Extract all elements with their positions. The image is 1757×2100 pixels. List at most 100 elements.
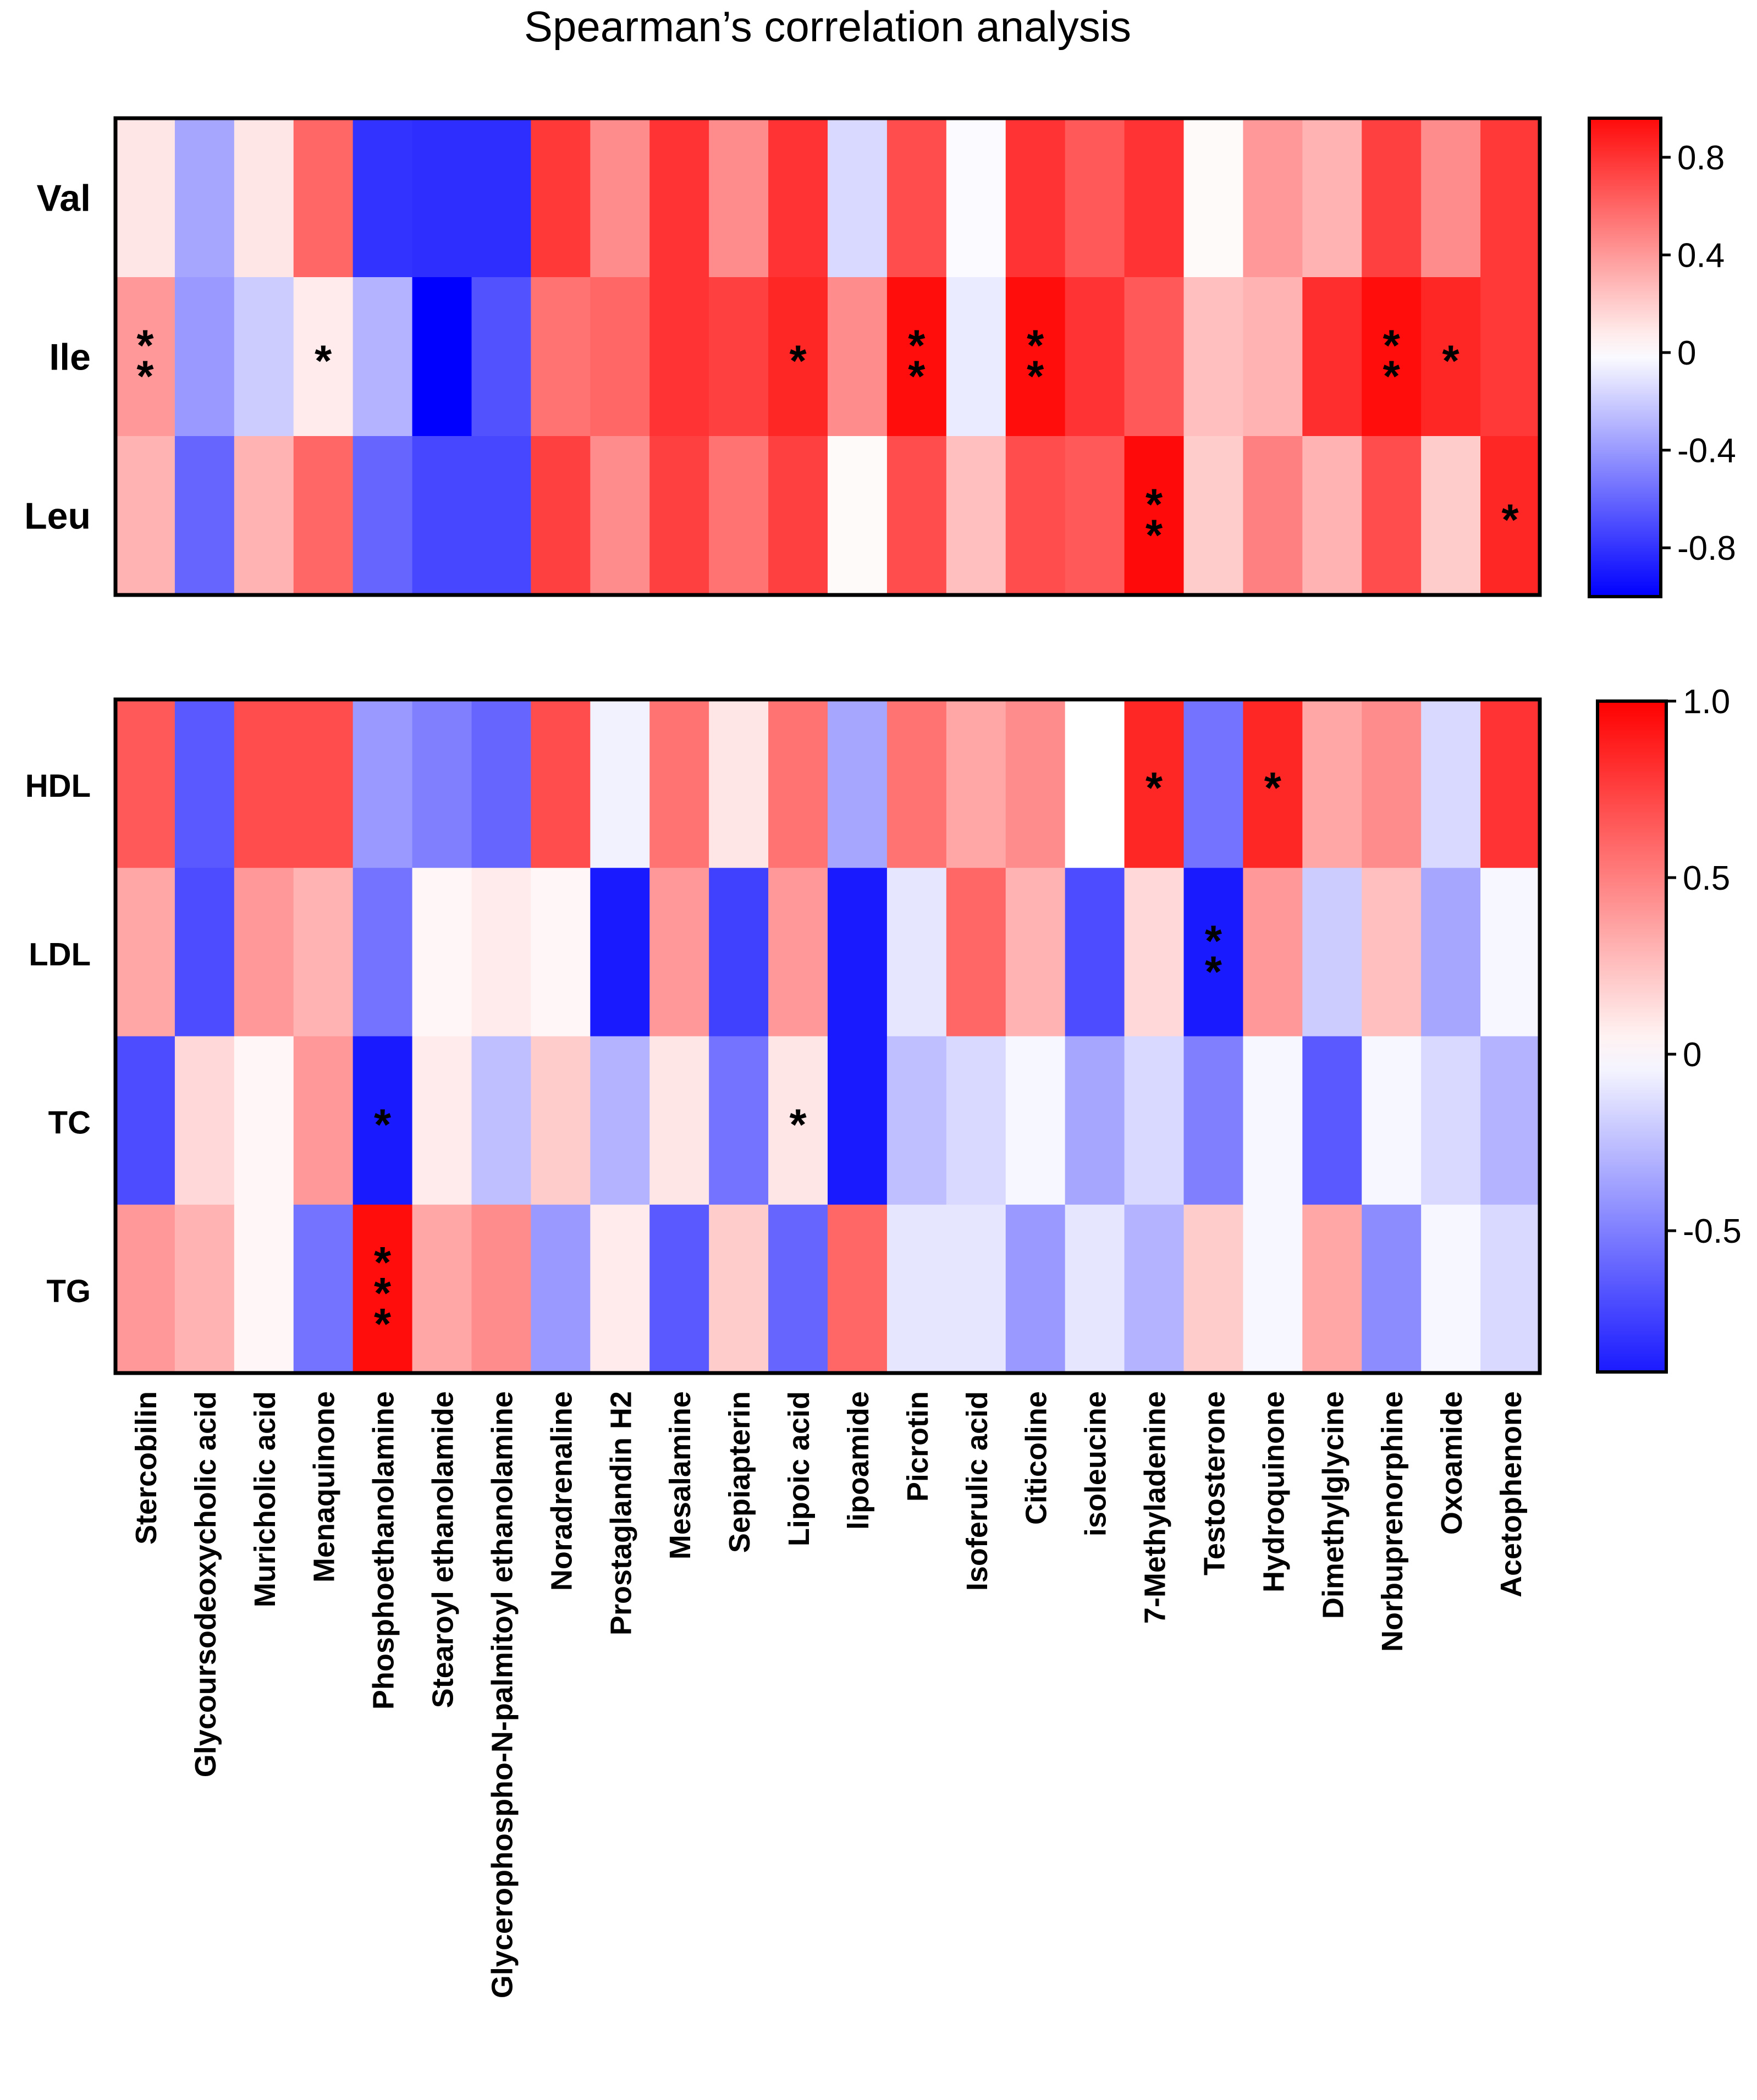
- cell-ldl-9: [649, 868, 709, 1037]
- cell-leu-11: [768, 436, 828, 596]
- cell-hdl-16: [1065, 699, 1125, 868]
- cell-ldl-6: [471, 868, 532, 1037]
- heatmap-border: [113, 697, 1542, 1375]
- x-tick-label: Dimethylglycine: [1317, 1391, 1350, 1619]
- cell-leu-20: [1302, 436, 1362, 596]
- cell-val-3: [293, 118, 354, 278]
- x-tick-label: Picrotin: [901, 1391, 934, 1502]
- cell-leu-8: [590, 436, 650, 596]
- cell-ile-21: [1362, 277, 1422, 437]
- cell-leu-6: [471, 436, 532, 596]
- cell-ldl-8: [590, 868, 650, 1037]
- cell-hdl-22: [1421, 699, 1481, 868]
- cell-ldl-11: [768, 868, 828, 1037]
- x-tick-label: Menaquinone: [308, 1391, 341, 1583]
- cell-tc-16: [1065, 1036, 1125, 1205]
- cell-ldl-10: [709, 868, 769, 1037]
- cell-val-16: [1065, 118, 1125, 278]
- x-tick-label: lipoamide: [842, 1391, 875, 1530]
- cell-tg-5: [412, 1204, 472, 1374]
- significance-star: *: [136, 352, 154, 401]
- chart-title: Spearman’s correlation analysis: [524, 2, 1131, 51]
- cell-tg-23: [1480, 1204, 1540, 1374]
- cell-ile-17: [1124, 277, 1185, 437]
- cell-val-2: [234, 118, 294, 278]
- significance-star: *: [789, 337, 807, 385]
- x-tick-label: isoleucine: [1079, 1391, 1112, 1536]
- row-label: TC: [48, 1105, 91, 1141]
- cell-hdl-20: [1302, 699, 1362, 868]
- cell-ldl-13: [886, 868, 947, 1037]
- cell-ile-15: [1005, 277, 1066, 437]
- cell-val-14: [946, 118, 1006, 278]
- cell-ile-18: [1183, 277, 1244, 437]
- row-label: Val: [37, 178, 91, 219]
- cell-val-7: [531, 118, 591, 278]
- cell-tg-13: [886, 1204, 947, 1374]
- x-tick-label: Mesalamine: [664, 1391, 697, 1559]
- cell-val-0: [115, 118, 175, 278]
- cell-ile-7: [531, 277, 591, 437]
- cell-ldl-14: [946, 868, 1006, 1037]
- cell-leu-14: [946, 436, 1006, 596]
- x-tick-label: Testosterone: [1198, 1391, 1231, 1575]
- cell-tc-10: [709, 1036, 769, 1205]
- x-tick-label: Noradrenaline: [545, 1391, 578, 1591]
- cell-tg-2: [234, 1204, 294, 1374]
- cell-tc-6: [471, 1036, 532, 1205]
- row-label: TG: [46, 1274, 91, 1309]
- x-tick-label: Prostaglandin H2: [604, 1391, 637, 1635]
- cell-ile-0: [115, 277, 175, 437]
- colorbar-tick-label: -0.4: [1677, 432, 1736, 470]
- cell-tc-9: [649, 1036, 709, 1205]
- cell-tc-19: [1243, 1036, 1303, 1205]
- cell-leu-3: [293, 436, 354, 596]
- x-axis-labels: Stercobilin Glycoursodeoxycholic acid Muri…: [130, 1391, 1528, 1998]
- colorbar-tick-label: 0: [1677, 334, 1696, 372]
- significance-star: *: [908, 352, 926, 401]
- cell-hdl-9: [649, 699, 709, 868]
- significance-star: *: [1501, 495, 1519, 544]
- cell-ldl-12: [828, 868, 888, 1037]
- cell-leu-16: [1065, 436, 1125, 596]
- cell-leu-4: [352, 436, 413, 596]
- significance-star: *: [1383, 352, 1401, 401]
- cell-tg-12: [828, 1204, 888, 1374]
- cell-ile-12: [828, 277, 888, 437]
- cell-tg-0: [115, 1204, 175, 1374]
- cell-hdl-0: [115, 699, 175, 868]
- cell-ldl-16: [1065, 868, 1125, 1037]
- cell-hdl-8: [590, 699, 650, 868]
- cell-ile-4: [352, 277, 413, 437]
- cell-val-20: [1302, 118, 1362, 278]
- x-tick-label: Oxoamide: [1435, 1391, 1468, 1535]
- cell-leu-15: [1005, 436, 1066, 596]
- cell-tg-3: [293, 1204, 354, 1374]
- cell-tg-15: [1005, 1204, 1066, 1374]
- cell-val-1: [174, 118, 235, 278]
- cell-hdl-15: [1005, 699, 1066, 868]
- x-tick-label: Stercobilin: [130, 1391, 163, 1545]
- cell-hdl-13: [886, 699, 947, 868]
- significance-star: *: [374, 1238, 392, 1287]
- row-label: LDL: [29, 936, 91, 972]
- cell-ile-2: [234, 277, 294, 437]
- significance-star: *: [1264, 763, 1282, 812]
- cell-val-17: [1124, 118, 1185, 278]
- cell-tc-22: [1421, 1036, 1481, 1205]
- significance-star: *: [1145, 480, 1163, 529]
- significance-star: *: [1145, 763, 1163, 812]
- cell-val-5: [412, 118, 472, 278]
- cell-ile-8: [590, 277, 650, 437]
- cell-tc-13: [886, 1036, 947, 1205]
- colorbar-tick-label: 0.8: [1677, 139, 1725, 177]
- cell-tg-18: [1183, 1204, 1244, 1374]
- cell-leu-2: [234, 436, 294, 596]
- cell-ile-22: [1421, 277, 1481, 437]
- x-tick-label: Glycoursodeoxycholic acid: [189, 1391, 222, 1777]
- cell-hdl-10: [709, 699, 769, 868]
- cell-hdl-6: [471, 699, 532, 868]
